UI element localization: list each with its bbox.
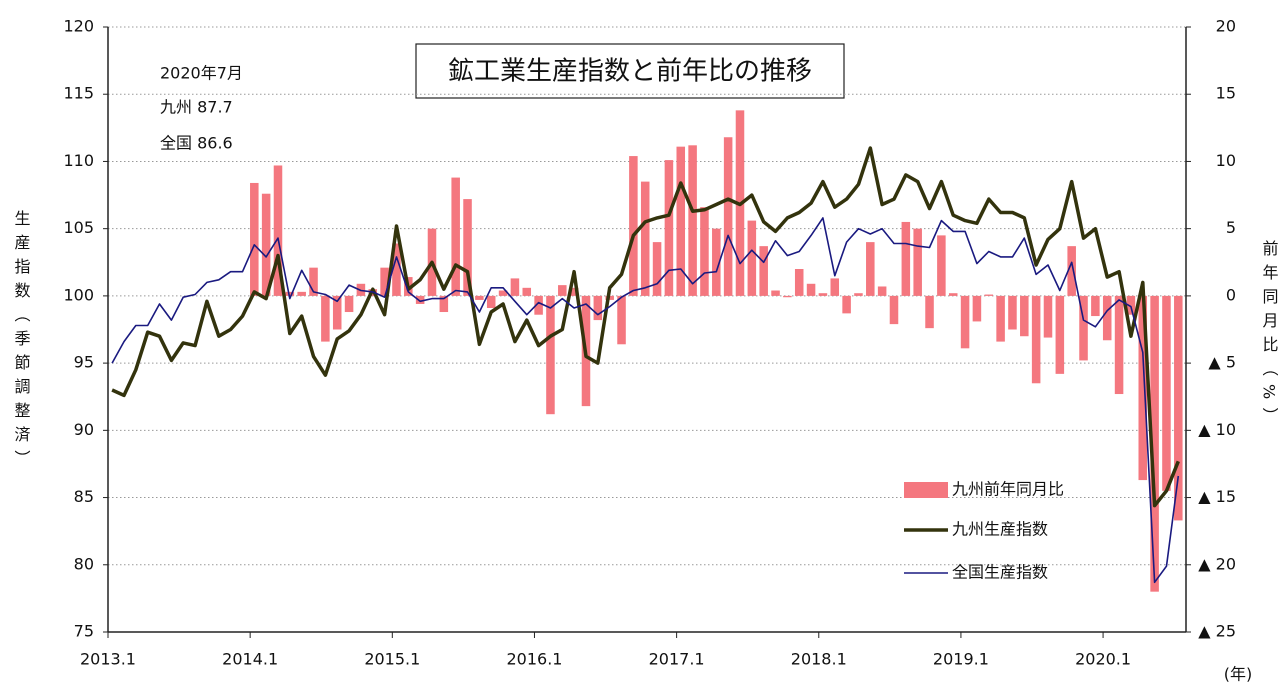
bar — [487, 296, 496, 308]
bar — [262, 194, 271, 296]
bar — [629, 156, 638, 296]
bar — [522, 288, 531, 296]
y-tick-label: 95 — [74, 353, 94, 372]
bar — [665, 160, 674, 296]
bar — [996, 296, 1005, 342]
bar — [1056, 296, 1065, 374]
bar — [878, 286, 887, 295]
annotation: 九州 87.7 — [160, 98, 233, 117]
bar — [1032, 296, 1041, 383]
chart-title: 鉱工業生産指数と前年比の推移 — [448, 57, 812, 87]
bar — [937, 235, 946, 296]
y2-tick-label: ▲ 5 — [1208, 353, 1236, 372]
bar — [558, 285, 567, 296]
y2-tick-label: 5 — [1226, 218, 1236, 237]
y2-tick-label: ▲ 25 — [1198, 622, 1236, 641]
y-tick-label: 110 — [63, 151, 94, 170]
x-tick-label: 2020.1 — [1075, 650, 1131, 669]
bar — [1103, 296, 1112, 340]
bar — [854, 293, 863, 296]
y-tick-label: 75 — [74, 622, 94, 641]
bar — [345, 296, 354, 312]
bar — [783, 296, 792, 297]
annotation: 2020年7月 — [160, 64, 243, 83]
y-axis-label: 生産指数（季節調整済） — [12, 210, 31, 474]
bar — [1020, 296, 1029, 336]
x-tick-label: 2013.1 — [80, 650, 136, 669]
y-tick-label: 105 — [63, 218, 94, 237]
bar — [688, 145, 697, 296]
bar — [807, 284, 816, 296]
y-tick-label: 85 — [74, 487, 94, 506]
bar — [250, 183, 259, 296]
y2-tick-label: ▲ 20 — [1198, 554, 1236, 573]
y-tick-label: 120 — [63, 17, 94, 36]
bar — [759, 246, 768, 296]
bar — [297, 292, 306, 296]
bar — [890, 296, 899, 324]
y2-axis-label: 前年同月比（%） — [1260, 240, 1278, 431]
y2-tick-label: 10 — [1216, 151, 1236, 170]
bar — [819, 293, 828, 296]
bar — [641, 182, 650, 296]
bar — [451, 178, 460, 296]
y2-tick-label: ▲ 10 — [1198, 420, 1236, 439]
y-tick-label: 80 — [74, 554, 94, 573]
bar — [700, 207, 709, 296]
bar — [724, 137, 733, 296]
bar — [973, 296, 982, 322]
y2-tick-label: 15 — [1216, 84, 1236, 103]
annotation: 全国 86.6 — [160, 134, 233, 153]
legend-label: 九州前年同月比 — [952, 480, 1064, 499]
bar — [1044, 296, 1053, 338]
x-axis-label: (年) — [1224, 665, 1253, 684]
bar — [1115, 296, 1124, 394]
y2-tick-label: 0 — [1226, 285, 1236, 304]
y2-tick-label: 20 — [1216, 17, 1236, 36]
bar — [913, 229, 922, 296]
bar — [902, 222, 911, 296]
bar — [1162, 296, 1171, 491]
bar — [1091, 296, 1100, 316]
x-tick-label: 2014.1 — [222, 650, 278, 669]
bar — [771, 291, 780, 296]
x-tick-label: 2018.1 — [791, 650, 847, 669]
bar — [475, 296, 484, 300]
x-tick-label: 2016.1 — [506, 650, 562, 669]
y-tick-label: 90 — [74, 420, 94, 439]
y-tick-label: 100 — [63, 285, 94, 304]
x-tick-label: 2019.1 — [933, 650, 989, 669]
bar — [866, 242, 875, 296]
y-tick-label: 115 — [63, 84, 94, 103]
y2-tick-label: ▲ 15 — [1198, 487, 1236, 506]
x-tick-label: 2015.1 — [364, 650, 420, 669]
bar — [594, 296, 603, 320]
bar — [321, 296, 330, 342]
bar — [984, 295, 993, 296]
bar — [961, 296, 970, 348]
bar — [925, 296, 934, 328]
bar — [748, 221, 757, 296]
bar — [1008, 296, 1017, 330]
bar — [653, 242, 662, 296]
legend-label: 九州生産指数 — [952, 520, 1048, 539]
bar — [1174, 296, 1183, 521]
bar — [511, 278, 520, 295]
legend-swatch — [904, 482, 948, 498]
bar — [795, 269, 804, 296]
bar — [842, 296, 851, 313]
bar — [830, 278, 839, 295]
bar — [546, 296, 555, 414]
bar — [949, 293, 958, 296]
legend-label: 全国生産指数 — [952, 563, 1048, 582]
x-tick-label: 2017.1 — [649, 650, 705, 669]
bar — [617, 296, 626, 344]
